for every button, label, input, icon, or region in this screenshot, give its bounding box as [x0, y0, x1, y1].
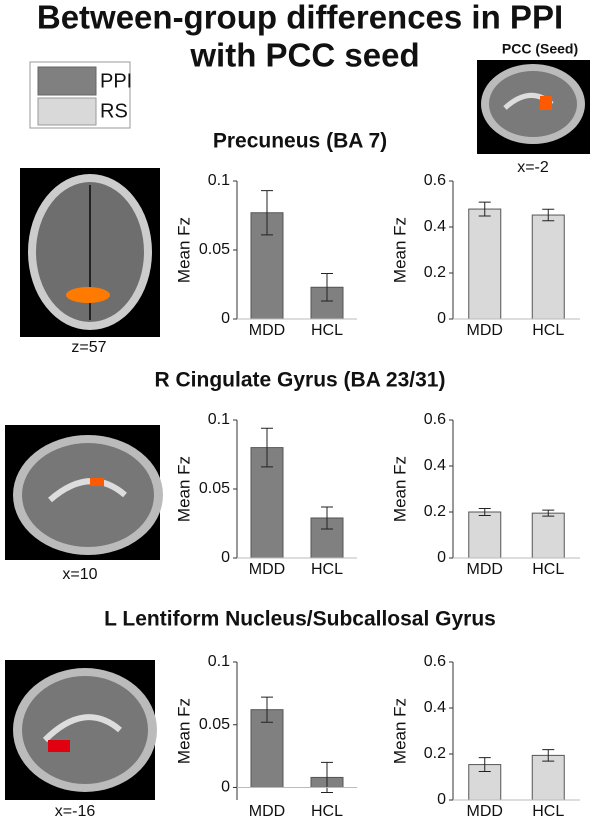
x-tick-label: HCL: [532, 803, 564, 820]
x-tick-label: HCL: [532, 322, 564, 339]
error-bar: [261, 696, 273, 723]
error-bar: [542, 509, 555, 517]
y-tick-label: 0: [221, 549, 230, 566]
bar: [531, 754, 565, 801]
y-tick-label: 0.1: [208, 411, 230, 428]
y-tick-label: 0.2: [424, 264, 446, 281]
y-tick-label: 0.6: [424, 653, 446, 670]
y-tick-label: 0.4: [424, 699, 446, 716]
seed-coord: x=-2: [517, 159, 549, 176]
seed-label: PCC (Seed): [502, 41, 578, 57]
region-title: R Cingulate Gyrus (BA 23/31): [155, 369, 446, 392]
y-axis-label: Mean Fz: [174, 456, 193, 522]
y-axis-label: Mean Fz: [174, 698, 193, 764]
brain-image: [20, 168, 160, 337]
y-tick-label: 0.1: [208, 172, 230, 189]
y-tick-label: 0.05: [199, 716, 230, 733]
error-bar: [321, 506, 333, 530]
y-tick-label: 0: [437, 310, 446, 327]
y-axis-label: Mean Fz: [174, 217, 193, 283]
title-line: with PCC seed: [189, 37, 419, 74]
y-axis-label: Mean Fz: [390, 698, 409, 764]
title-line: Between-group differences in PPI: [37, 0, 563, 36]
legend-label: PPI: [100, 70, 132, 92]
y-tick-label: 0.1: [208, 653, 230, 670]
x-tick-label: HCL: [311, 561, 343, 578]
error-bar: [478, 508, 491, 516]
y-tick-label: 0: [221, 779, 230, 796]
seed-image: [477, 60, 590, 154]
slice-coord: x=-16: [55, 803, 96, 820]
x-tick-label: MDD: [467, 322, 503, 339]
brain-image: [5, 660, 157, 800]
y-tick-label: 0: [437, 791, 446, 808]
legend-swatch: [37, 97, 97, 126]
error-bar: [261, 190, 273, 236]
bar: [531, 512, 565, 559]
error-bar: [321, 272, 333, 302]
x-tick-label: MDD: [467, 561, 503, 578]
bar: [468, 208, 502, 320]
y-tick-label: 0.2: [424, 503, 446, 520]
legend-label: RS: [100, 100, 128, 122]
x-tick-label: HCL: [532, 561, 564, 578]
y-axis-label: Mean Fz: [390, 456, 409, 522]
error-bar: [478, 201, 491, 217]
y-tick-label: 0.05: [199, 480, 230, 497]
legend-swatch: [37, 66, 97, 96]
x-tick-label: MDD: [249, 561, 285, 578]
y-tick-label: 0: [437, 549, 446, 566]
y-tick-label: 0.05: [199, 241, 230, 258]
x-tick-label: HCL: [311, 322, 343, 339]
region-title: L Lentiform Nucleus/Subcallosal Gyrus: [104, 608, 496, 631]
x-tick-label: MDD: [249, 322, 285, 339]
bar: [468, 511, 502, 559]
y-tick-label: 0: [221, 310, 230, 327]
y-tick-label: 0.4: [424, 218, 446, 235]
slice-coord: x=10: [62, 566, 97, 583]
y-tick-label: 0.6: [424, 172, 446, 189]
y-axis-label: Mean Fz: [390, 217, 409, 283]
x-tick-label: MDD: [249, 803, 285, 820]
y-tick-label: 0.2: [424, 745, 446, 762]
error-bar: [542, 208, 555, 222]
region-title: Precuneus (BA 7): [213, 130, 387, 153]
bar: [531, 214, 565, 320]
error-bar: [261, 427, 273, 468]
error-bar: [542, 749, 555, 762]
x-tick-label: HCL: [311, 803, 343, 820]
slice-coord: z=57: [71, 339, 106, 356]
x-tick-label: MDD: [467, 803, 503, 820]
y-tick-label: 0.4: [424, 457, 446, 474]
y-tick-label: 0.6: [424, 411, 446, 428]
brain-image: [5, 425, 163, 560]
error-bar: [478, 757, 491, 772]
